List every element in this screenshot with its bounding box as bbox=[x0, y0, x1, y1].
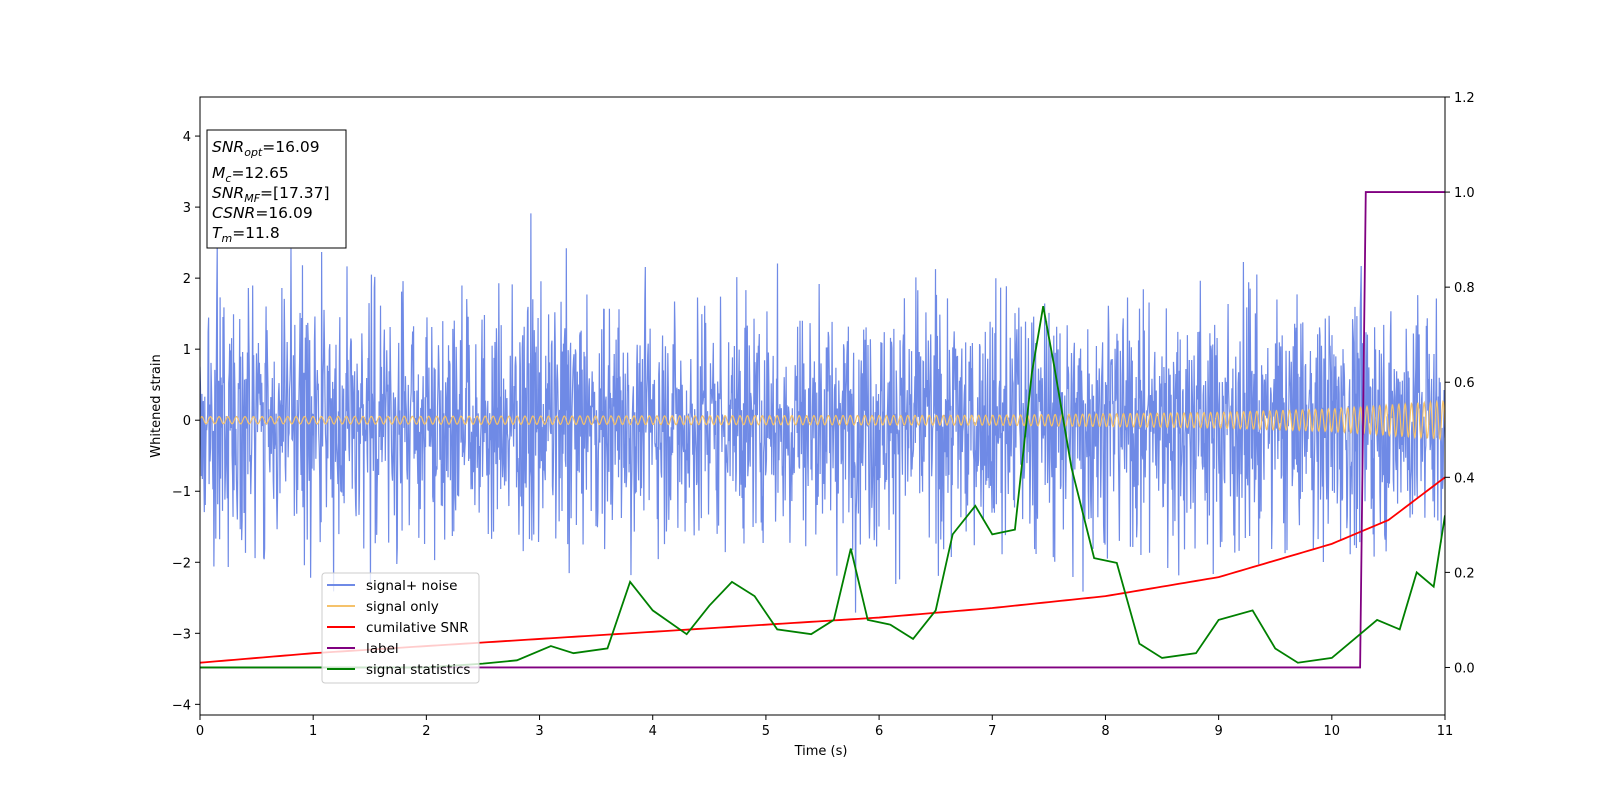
y-left-tick-label: −1 bbox=[172, 485, 191, 500]
legend-frame bbox=[321, 572, 480, 684]
x-tick-label: 2 bbox=[422, 724, 430, 739]
legend-label: signal only bbox=[366, 599, 439, 615]
y-right-tick-label: 1.0 bbox=[1454, 186, 1475, 201]
series-signal-statistics bbox=[200, 306, 1445, 669]
x-tick-label: 0 bbox=[196, 724, 204, 739]
plot-frame bbox=[199, 96, 1446, 716]
y-left-tick-label: 4 bbox=[183, 130, 191, 145]
annotation-box: SNRopt=16.09 Mc=12.65SNRMF=[17.37]CSNR=16… bbox=[206, 129, 347, 249]
y-right-tick-label: 0.4 bbox=[1454, 471, 1475, 486]
x-tick-label: 6 bbox=[875, 724, 883, 739]
y-axis-label: Whitened strain bbox=[149, 354, 164, 457]
annotation-line: SNRopt=16.09 bbox=[212, 138, 320, 159]
y-right-tick-label: 0.6 bbox=[1454, 376, 1475, 391]
annotation-line: SNRMF=[17.37] bbox=[212, 184, 330, 205]
y-left-tick-label: 1 bbox=[183, 343, 191, 358]
annotation-line: Mc=12.65 bbox=[212, 164, 289, 185]
series-signal-only bbox=[200, 399, 1445, 441]
axes-layer: 0 1 2 3 4 5 6 7 8 9 10 11 −4 −3 −2 −1 0 1 2 3 4 0.0 0.2 0.4 0.6 0… bbox=[172, 91, 1475, 739]
x-tick-label: 7 bbox=[988, 724, 996, 739]
series-signal-noise bbox=[200, 213, 1445, 613]
x-axis-label: Time (s) bbox=[794, 744, 848, 759]
x-tick-label: 1 bbox=[309, 724, 317, 739]
legend: signal+ noise signal only cumilative SNR la… bbox=[321, 572, 480, 684]
y-left-tick-label: −2 bbox=[172, 556, 191, 571]
legend-label: cumilative SNR bbox=[366, 620, 469, 636]
y-right-tick-label: 0.8 bbox=[1454, 281, 1475, 296]
x-tick-label: 5 bbox=[762, 724, 770, 739]
x-tick-label: 9 bbox=[1214, 724, 1222, 739]
y-left-tick-label: −3 bbox=[172, 627, 191, 642]
series-label bbox=[200, 191, 1445, 669]
y-left-tick-label: 2 bbox=[183, 272, 191, 287]
x-tick-label: 4 bbox=[649, 724, 657, 739]
y-right-tick-label: 0.0 bbox=[1454, 661, 1475, 676]
y-right-tick-label: 1.2 bbox=[1454, 91, 1475, 106]
annotation-line: Tm=11.8 bbox=[212, 224, 280, 245]
legend-label: signal+ noise bbox=[366, 578, 457, 594]
x-tick-label: 11 bbox=[1437, 724, 1454, 739]
annotation-frame bbox=[206, 129, 347, 249]
y-right-tick-label: 0.2 bbox=[1454, 566, 1475, 581]
x-tick-label: 3 bbox=[535, 724, 543, 739]
y-left-tick-label: −4 bbox=[172, 698, 191, 713]
y-left-tick-label: 3 bbox=[183, 201, 191, 216]
x-tick-label: 10 bbox=[1324, 724, 1341, 739]
y-left-tick-label: 0 bbox=[183, 414, 191, 429]
legend-label: label bbox=[366, 641, 399, 657]
annotation-line: CSNR=16.09 bbox=[212, 204, 313, 222]
legend-label: signal statistics bbox=[366, 662, 470, 678]
x-tick-label: 8 bbox=[1101, 724, 1109, 739]
